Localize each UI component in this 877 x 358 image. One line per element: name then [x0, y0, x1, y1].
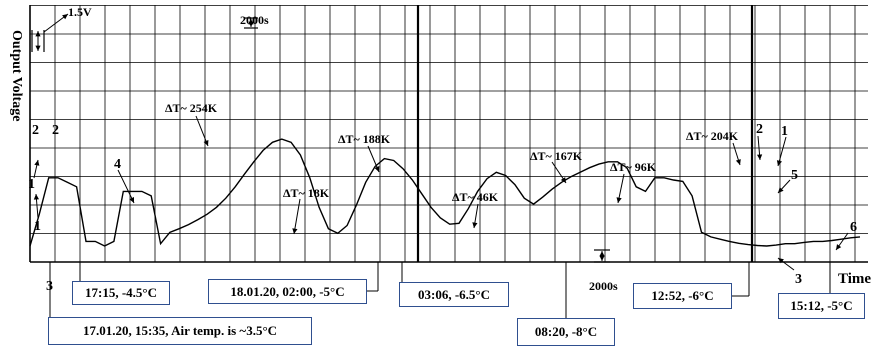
event-label: 18.01.20, 02:00, -5°C — [208, 279, 367, 304]
event-label: 08:20, -8°C — [517, 318, 615, 346]
grid — [29, 5, 868, 263]
point-label: 1 — [34, 219, 41, 234]
point-label: 3 — [795, 272, 802, 287]
arrowhead — [599, 251, 605, 257]
delta-t-label: ΔT~ 204K — [686, 129, 739, 143]
point-label: 5 — [791, 168, 798, 183]
point-label: 2 — [52, 123, 59, 138]
arrowhead — [472, 222, 478, 228]
arrowhead — [203, 140, 209, 146]
arrowhead — [735, 159, 741, 165]
point-label: 2 — [756, 122, 763, 137]
arrowhead — [374, 166, 380, 172]
arrowhead — [778, 258, 784, 264]
arrowhead — [560, 177, 566, 183]
arrowhead — [616, 197, 622, 203]
arrowhead — [35, 31, 41, 37]
arrowhead — [599, 255, 605, 261]
annotations — [31, 13, 849, 318]
series-line — [29, 138, 861, 247]
axes — [29, 5, 868, 263]
point-label: 6 — [850, 220, 857, 235]
arrowhead — [836, 244, 842, 250]
delta-t-label: ΔT~ 167K — [530, 149, 583, 163]
chart-texts: Output Voltage Time 1.5V 2000s 2000s ΔT~… — [9, 5, 871, 294]
point-label: 3 — [46, 279, 53, 294]
arrowhead — [757, 154, 763, 160]
event-label: 03:06, -6.5°C — [399, 282, 509, 307]
time-scale-label-bottom: 2000s — [589, 279, 618, 293]
arrowhead — [292, 228, 298, 234]
delta-t-label: ΔT~ 188K — [338, 132, 391, 146]
annotation-line — [293, 198, 301, 235]
point-label: 2 — [32, 123, 39, 138]
point-label: 1 — [28, 177, 35, 192]
arrowhead — [62, 14, 68, 20]
time-scale-label-top: 2000s — [240, 13, 269, 27]
annotation-line — [117, 169, 135, 204]
event-label: 17.01.20, 15:35, Air temp. is ~3.5°C — [48, 317, 312, 345]
y-axis-label: Output Voltage — [9, 30, 24, 121]
section-separators — [416, 5, 754, 262]
arrowhead — [33, 194, 39, 200]
arrowhead — [248, 21, 254, 27]
arrowhead — [129, 197, 134, 203]
event-label: 15:12, -5°C — [778, 293, 865, 319]
delta-t-label: ΔT~ 18K — [283, 186, 330, 200]
event-label: 12:52, -6°C — [633, 283, 732, 309]
x-axis-label: Time — [838, 271, 871, 287]
arrowhead — [776, 160, 782, 166]
arrowhead — [35, 45, 41, 51]
event-label: 17:15, -4.5°C — [72, 281, 170, 305]
delta-t-label: ΔT~ 96K — [610, 160, 657, 174]
point-label: 1 — [781, 124, 788, 139]
delta-t-label: ΔT~ 254K — [165, 101, 218, 115]
point-label: 4 — [114, 157, 121, 172]
voltage-scale-label: 1.5V — [68, 5, 92, 19]
arrowhead — [34, 160, 40, 166]
arrowhead — [778, 187, 784, 193]
delta-t-label: ΔT~ 46K — [452, 190, 499, 204]
